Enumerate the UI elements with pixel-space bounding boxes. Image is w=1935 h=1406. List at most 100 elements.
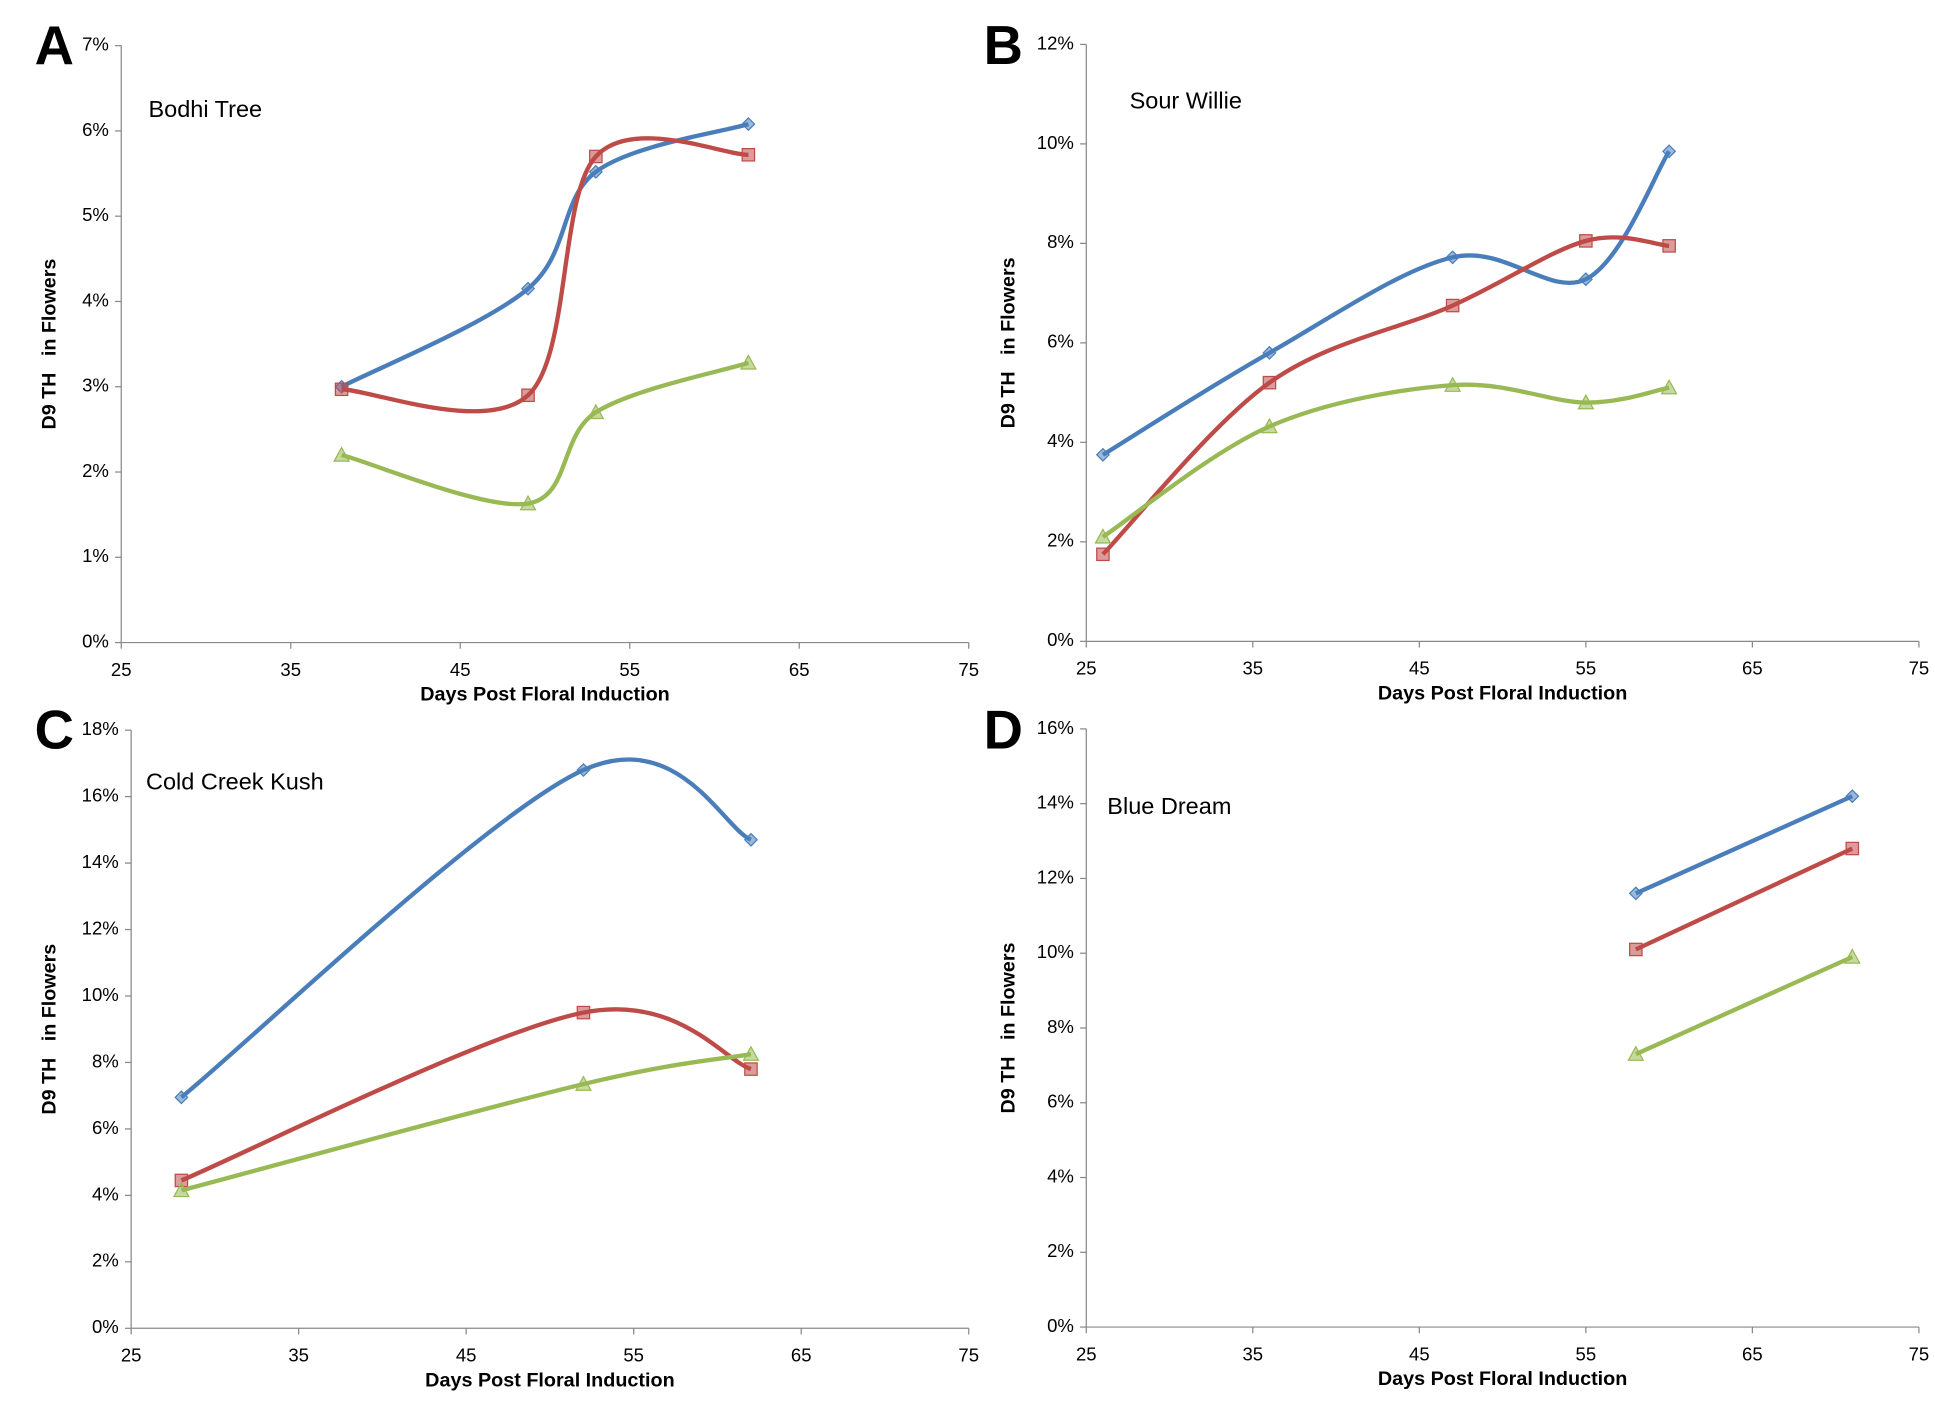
y-tick-label: 0% [92, 1316, 119, 1337]
marker [574, 1075, 592, 1091]
marker [741, 148, 756, 162]
marker [576, 762, 591, 778]
marker [333, 446, 351, 462]
marker [589, 149, 603, 164]
y-tick-label: 8% [92, 1050, 119, 1071]
x-tick-label: 25 [111, 659, 132, 680]
marker [742, 1045, 760, 1061]
y-tick-label: 18% [82, 718, 119, 739]
y-tick-label: 7% [82, 34, 109, 55]
x-tick-label: 55 [1576, 658, 1597, 679]
marker [1577, 393, 1595, 410]
series-line [180, 1007, 752, 1183]
marker [1662, 144, 1677, 159]
y-tick-label: 12% [82, 917, 119, 938]
y-tick-label: 10% [82, 984, 119, 1005]
series-line [1101, 382, 1670, 539]
marker [520, 281, 536, 296]
y-tick-label: 16% [82, 785, 119, 806]
y-axis-label: D9 TH in Flowers [39, 259, 61, 430]
x-tick-label: 55 [623, 1345, 644, 1366]
y-tick-label: 16% [1037, 717, 1074, 738]
y-tick-label: 2% [1047, 1240, 1074, 1261]
marker [334, 382, 349, 397]
marker [1662, 239, 1676, 253]
marker [743, 832, 759, 847]
chart-title: Sour Willie [1130, 88, 1242, 114]
x-tick-label: 55 [1576, 1343, 1597, 1364]
marker [1627, 1045, 1645, 1061]
marker [1262, 345, 1277, 360]
x-tick-label: 35 [1242, 1343, 1263, 1364]
x-axis-label: Days Post Floral Induction [1378, 682, 1628, 704]
marker [1445, 298, 1460, 313]
marker [521, 388, 535, 403]
x-tick-label: 75 [1909, 1343, 1930, 1364]
chart-title: Cold Creek Kush [146, 768, 324, 794]
y-tick-label: 3% [82, 375, 109, 396]
y-tick-label: 4% [82, 289, 109, 310]
panel-label: A [35, 15, 74, 76]
marker [1444, 376, 1462, 392]
y-tick-label: 14% [82, 851, 119, 872]
y-tick-label: 2% [82, 460, 109, 481]
y-axis-label: D9 TH in Flowers [39, 944, 61, 1115]
chart-title: Bodhi Tree [148, 96, 262, 122]
marker [587, 403, 605, 420]
y-axis-label: D9 TH in Flowers [997, 257, 1019, 428]
x-tick-label: 65 [789, 659, 810, 680]
y-tick-label: 10% [1037, 941, 1074, 962]
y-axis-label: D9 TH in Flowers [997, 943, 1019, 1114]
marker [174, 1090, 189, 1105]
marker [1660, 378, 1678, 395]
marker [1095, 447, 1110, 462]
marker [1262, 375, 1277, 390]
y-tick-label: 1% [82, 545, 109, 566]
series-line [1101, 235, 1670, 556]
y-tick-label: 12% [1037, 866, 1074, 887]
marker [1629, 942, 1643, 957]
marker [1845, 789, 1860, 804]
x-axis-label: Days Post Floral Induction [420, 684, 670, 706]
x-tick-label: 75 [958, 659, 979, 680]
x-axis-label: Days Post Floral Induction [425, 1369, 675, 1391]
marker [519, 494, 537, 511]
series-line [1634, 794, 1854, 896]
x-tick-label: 55 [619, 659, 640, 680]
marker [576, 1005, 591, 1020]
series-line [340, 122, 750, 389]
y-tick-label: 0% [1047, 629, 1074, 650]
x-tick-label: 65 [1742, 658, 1763, 679]
marker [1096, 547, 1110, 562]
chart-title: Blue Dream [1107, 793, 1231, 819]
x-tick-label: 75 [1909, 658, 1930, 679]
marker [1094, 528, 1112, 544]
y-tick-label: 12% [1037, 32, 1074, 53]
marker [1843, 948, 1861, 964]
series-line [1634, 954, 1854, 1057]
marker [1260, 417, 1278, 434]
panel-label: B [984, 15, 1023, 76]
y-tick-label: 6% [1047, 1091, 1074, 1112]
panel-label: C [35, 700, 74, 761]
series-line [180, 1052, 752, 1193]
y-tick-label: 6% [82, 119, 109, 140]
y-tick-label: 6% [92, 1117, 119, 1138]
x-tick-label: 45 [1409, 658, 1430, 679]
x-tick-label: 35 [280, 659, 301, 680]
x-tick-label: 45 [456, 1345, 477, 1366]
marker [1578, 272, 1593, 287]
series-line [341, 136, 749, 414]
panel-label: D [984, 700, 1023, 761]
y-tick-label: 10% [1037, 132, 1074, 153]
x-tick-label: 35 [288, 1345, 309, 1366]
marker [1445, 250, 1460, 265]
x-tick-label: 25 [1076, 1343, 1097, 1364]
y-tick-label: 2% [92, 1250, 119, 1271]
y-tick-label: 8% [1047, 231, 1074, 252]
y-tick-label: 4% [1047, 1165, 1074, 1186]
marker [172, 1181, 190, 1198]
series-line [341, 360, 750, 507]
y-tick-label: 6% [1047, 331, 1074, 352]
